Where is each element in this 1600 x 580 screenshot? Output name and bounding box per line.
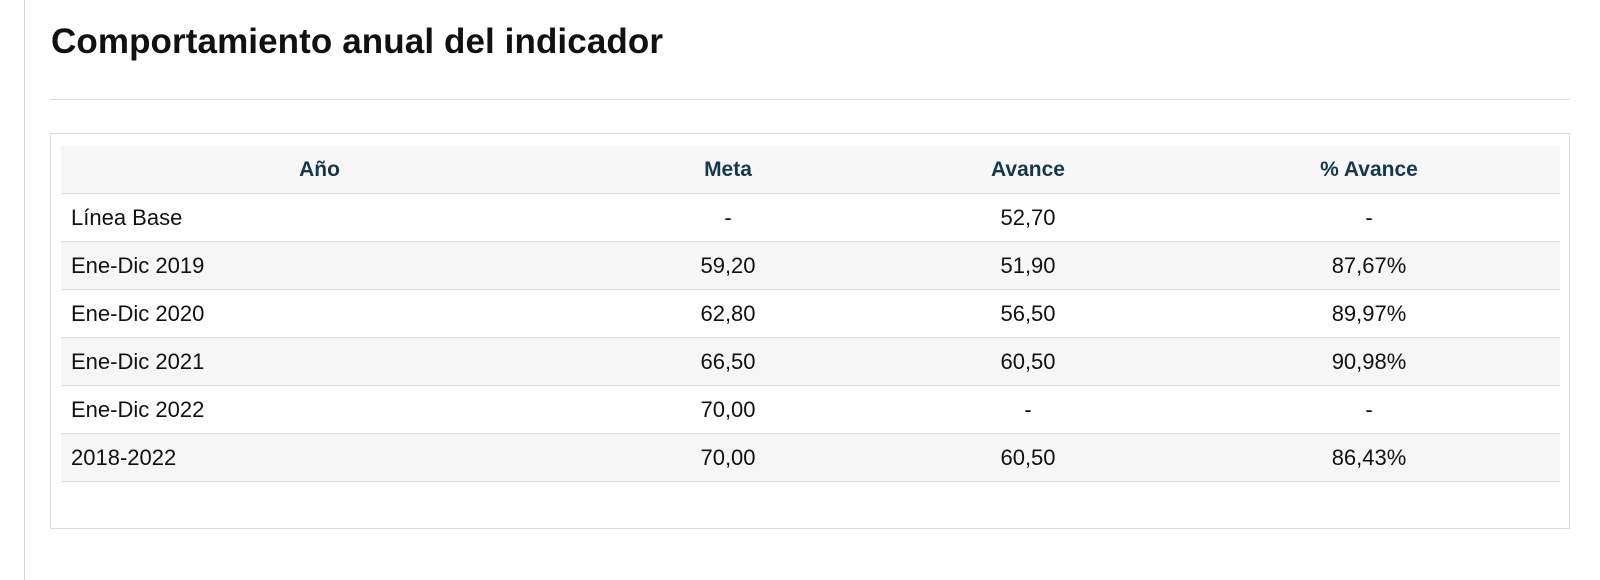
title-divider — [50, 99, 1570, 100]
table-header: Año Meta Avance % Avance — [61, 146, 1560, 194]
column-header-avance: Avance — [878, 146, 1178, 194]
section-title: Comportamiento anual del indicador — [51, 22, 664, 61]
column-header-meta: Meta — [578, 146, 878, 194]
cell-year: Ene-Dic 2020 — [61, 289, 578, 338]
cell-percent-avance: 89,97% — [1178, 289, 1560, 338]
cell-avance: 51,90 — [878, 241, 1178, 290]
header-row: Año Meta Avance % Avance — [61, 146, 1560, 194]
indicator-table: Año Meta Avance % Avance Línea Base - 52… — [61, 146, 1560, 482]
cell-meta: 62,80 — [578, 289, 878, 338]
table-row: Ene-Dic 2020 62,80 56,50 89,97% — [61, 289, 1560, 338]
cell-percent-avance: - — [1178, 193, 1560, 242]
cell-percent-avance: 86,43% — [1178, 433, 1560, 482]
table-panel: Año Meta Avance % Avance Línea Base - 52… — [50, 133, 1570, 529]
cell-year: Ene-Dic 2019 — [61, 241, 578, 290]
cell-meta: 70,00 — [578, 433, 878, 482]
table-row: Ene-Dic 2021 66,50 60,50 90,98% — [61, 337, 1560, 386]
cell-year: 2018-2022 — [61, 433, 578, 482]
cell-percent-avance: 90,98% — [1178, 337, 1560, 386]
cell-avance: - — [878, 385, 1178, 434]
table-body: Línea Base - 52,70 - Ene-Dic 2019 59,20 … — [61, 193, 1560, 482]
cell-year: Línea Base — [61, 193, 578, 242]
cell-meta: - — [578, 193, 878, 242]
cell-avance: 52,70 — [878, 193, 1178, 242]
table-row: Línea Base - 52,70 - — [61, 193, 1560, 242]
table-row: Ene-Dic 2022 70,00 - - — [61, 385, 1560, 434]
left-border — [24, 0, 25, 580]
cell-avance: 60,50 — [878, 433, 1178, 482]
cell-meta: 66,50 — [578, 337, 878, 386]
cell-percent-avance: - — [1178, 385, 1560, 434]
cell-meta: 59,20 — [578, 241, 878, 290]
cell-percent-avance: 87,67% — [1178, 241, 1560, 290]
cell-meta: 70,00 — [578, 385, 878, 434]
cell-year: Ene-Dic 2021 — [61, 337, 578, 386]
table-row: Ene-Dic 2019 59,20 51,90 87,67% — [61, 241, 1560, 290]
cell-avance: 56,50 — [878, 289, 1178, 338]
cell-year: Ene-Dic 2022 — [61, 385, 578, 434]
cell-avance: 60,50 — [878, 337, 1178, 386]
table-row: 2018-2022 70,00 60,50 86,43% — [61, 433, 1560, 482]
column-header-year: Año — [61, 146, 578, 194]
column-header-percent-avance: % Avance — [1178, 146, 1560, 194]
